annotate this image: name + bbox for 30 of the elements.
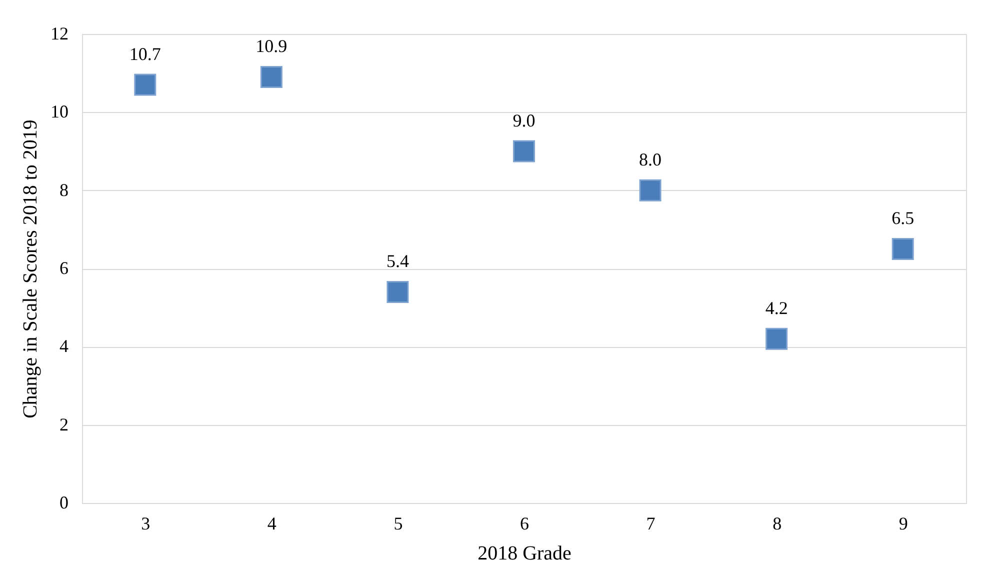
point <box>892 238 914 260</box>
y-tick-label: 10 <box>50 102 68 122</box>
y-tick-label: 6 <box>60 258 68 278</box>
point <box>260 66 282 88</box>
x-axis-title: 2018 Grade <box>478 542 572 564</box>
data-label: 8.0 <box>639 149 662 170</box>
point <box>766 328 788 350</box>
x-tick-label: 4 <box>267 514 276 534</box>
data-label: 5.4 <box>386 250 409 271</box>
point <box>513 140 535 162</box>
y-axis-title: Change in Scale Scores 2018 to 2019 <box>20 120 42 418</box>
x-tick-label: 8 <box>772 514 782 534</box>
data-label: 9.0 <box>512 110 536 130</box>
point <box>386 280 409 303</box>
x-tick-label: 9 <box>898 514 908 534</box>
y-tick-label: 12 <box>50 24 68 44</box>
y-tick-label: 4 <box>60 336 68 356</box>
data-label: 6.5 <box>892 208 914 228</box>
data-label: 10.9 <box>256 36 288 56</box>
point <box>134 74 156 96</box>
y-tick-label: 2 <box>60 414 68 434</box>
point <box>639 179 662 202</box>
y-tick-label: 0 <box>60 492 68 512</box>
x-tick-label: 7 <box>646 514 656 534</box>
x-tick-label: 6 <box>520 514 529 534</box>
y-tick-label: 8 <box>60 180 68 200</box>
data-label: 4.2 <box>765 298 788 318</box>
x-tick-label: 3 <box>141 514 150 534</box>
data-label: 10.7 <box>129 44 161 64</box>
x-tick-label: 5 <box>394 514 403 534</box>
